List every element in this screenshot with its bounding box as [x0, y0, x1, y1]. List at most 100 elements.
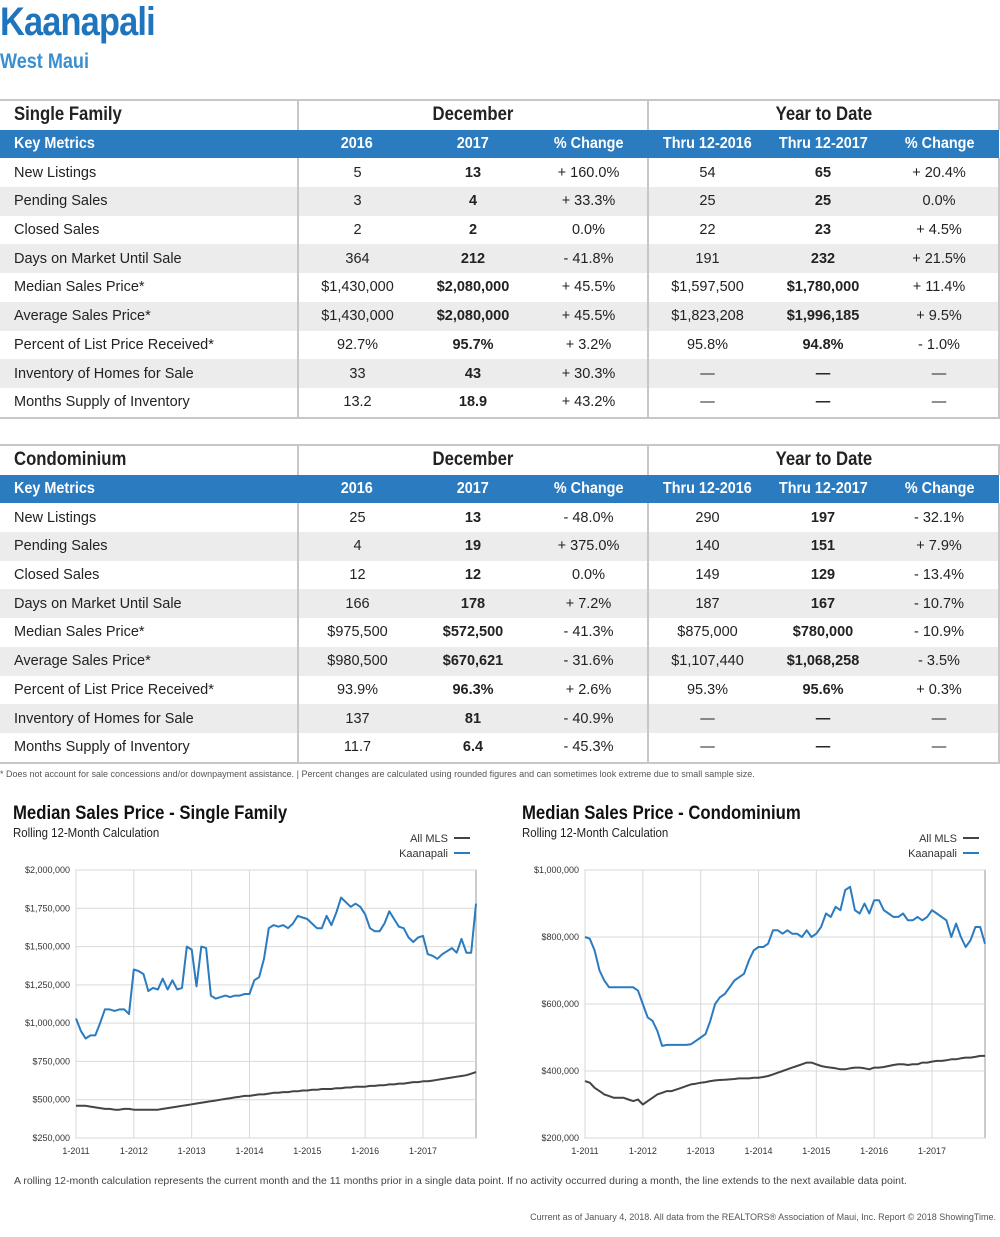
metric-value: — [647, 704, 766, 733]
rolling-calculation-note: A rolling 12-month calculation represent… [14, 1175, 907, 1187]
x-tick-label: 1-2017 [918, 1146, 946, 1156]
table-body: New Listings 25 13- 48.0% 290 197- 32.1% Pend… [0, 503, 1000, 764]
table-row: Percent of List Price Received* 92.7% 95.7… [0, 330, 1000, 360]
metric-value: 81 [416, 704, 530, 733]
table-row: New Listings 5 13 + 160.0% 54 65 + 20.4% [0, 158, 1000, 188]
table-row: Days on Market Until Sale 166 178 + 7.2% 187… [0, 589, 1000, 619]
table-row: Inventory of Homes for Sale 33 43 + 30.3% — —… [0, 359, 1000, 388]
metric-value: 5 [297, 158, 416, 188]
series-line-kaanapali [584, 885, 986, 1047]
metric-value: + 33.3% [530, 187, 648, 216]
metric-value: + 45.5% [530, 301, 648, 331]
metric-value: 54 [647, 158, 766, 188]
series-line-kaanapali [75, 896, 477, 1040]
metric-name: Months Supply of Inventory [0, 732, 298, 764]
metric-value: + 43.2% [530, 387, 648, 419]
metric-name: Inventory of Homes for Sale [0, 359, 298, 388]
column-header-row: Key Metrics 2016 2017 % Change Thru 12-2… [0, 129, 1000, 159]
metric-value: $1,780,000 [786, 279, 860, 296]
metric-name: Median Sales Price* [14, 624, 145, 641]
metric-value: 13 [464, 509, 482, 526]
y-tick-label: $1,500,000 [25, 942, 70, 952]
metric-value: + 160.0% [557, 164, 620, 181]
column-header: % Change [530, 129, 648, 159]
y-tick-label: $400,000 [541, 1066, 579, 1076]
metric-value: + 3.2% [565, 336, 612, 353]
x-tick-label: 1-2011 [571, 1146, 598, 1156]
x-tick-label: 1-2013 [178, 1146, 206, 1156]
legend-label: All MLS [410, 833, 448, 845]
table-row: Percent of List Price Received* 93.9% 96.3… [0, 675, 1000, 705]
x-tick-label: 1-2012 [629, 1146, 657, 1156]
metric-value: + 20.4% [880, 158, 1000, 188]
metric-value: — [880, 359, 1000, 388]
condominium-table: Condominium December Year to Date Key Me… [0, 444, 1000, 764]
table-row: Average Sales Price* $1,430,000 $2,080,000… [0, 301, 1000, 331]
metric-value: + 11.4% [880, 273, 1000, 302]
metric-value: + 375.0% [530, 532, 648, 561]
column-header: 2016 [298, 129, 416, 159]
plot-area [75, 869, 477, 1139]
column-header: Thru 12-2017 [766, 474, 880, 504]
metric-value: 13 [464, 164, 482, 181]
metric-value: - 1.0% [880, 330, 1000, 360]
metric-value: — [647, 732, 766, 764]
metric-value: 178 [416, 589, 530, 619]
metric-value: 25 [766, 187, 880, 216]
table-row: Closed Sales 12 12 0.0% 149 129 - 13.4% [0, 560, 1000, 590]
column-header: 2016 [298, 474, 416, 504]
column-header: % Change [880, 474, 1000, 504]
y-tick-label: $1,000,000 [534, 865, 579, 875]
group-header-ytd: Year to Date [646, 444, 1000, 475]
footnote: * Does not account for sale concessions … [0, 769, 755, 779]
metric-value: $1,068,258 [766, 646, 880, 676]
metric-value: $780,000 [792, 624, 854, 641]
metric-value: 4 [297, 532, 416, 561]
metric-value: $980,500 [297, 646, 416, 676]
metric-value: 23 [814, 222, 832, 239]
metric-value: 149 [647, 560, 766, 590]
metric-value: + 7.2% [530, 589, 648, 619]
metric-value: 19 [416, 532, 530, 561]
group-header-december: December [297, 444, 648, 475]
metric-name: Percent of List Price Received* [14, 681, 214, 698]
metric-value: — [880, 704, 1000, 733]
table-row: Days on Market Until Sale 364 212- 41.8% 19… [0, 244, 1000, 274]
metric-value: $1,996,185 [766, 301, 880, 331]
y-tick-label: $750,000 [32, 1056, 70, 1066]
metric-value: 4 [416, 187, 530, 216]
column-header: Thru 12-2016 [648, 129, 766, 159]
metric-value: 65 [814, 164, 832, 181]
metric-name: Days on Market Until Sale [0, 589, 298, 619]
y-tick-label: $200,000 [541, 1133, 579, 1143]
metric-value: 290 [647, 503, 766, 533]
y-tick-label: $600,000 [541, 999, 579, 1009]
chart-svg: $1,000,000 $800,000 $600,000 $400,000 $200,0… [534, 833, 986, 1156]
group-header-december: December [297, 99, 648, 130]
page-subtitle: West Maui [0, 50, 89, 73]
metric-value: $975,500 [297, 618, 416, 647]
metric-value: 232 [766, 244, 880, 274]
metric-value: 151 [766, 532, 880, 561]
legend-label: Kaanapali [908, 848, 957, 860]
metric-value: - 45.3% [530, 732, 648, 764]
metric-value: 0.0% [571, 222, 606, 239]
x-tick-label: 1-2017 [409, 1146, 437, 1156]
metric-name: Days on Market Until Sale [0, 244, 298, 274]
x-tick-label: 1-2016 [860, 1146, 888, 1156]
single-family-chart: Median Sales Price - Single Family Rolli… [13, 803, 477, 1156]
column-header: % Change [880, 129, 1000, 159]
metric-value: - 41.3% [563, 624, 614, 641]
metric-name: Pending Sales [0, 532, 298, 561]
metric-value: $875,000 [647, 618, 766, 647]
metric-value: $2,080,000 [416, 301, 530, 331]
metric-value: $572,500 [442, 624, 504, 641]
metric-value: 11.7 [297, 732, 416, 764]
metric-value: 93.9% [297, 675, 416, 705]
metric-value: 25 [297, 503, 416, 533]
column-header: Thru 12-2016 [648, 474, 766, 504]
y-tick-label: $1,250,000 [25, 980, 70, 990]
x-tick-label: 1-2014 [744, 1146, 772, 1156]
chart-svg: $2,000,000 $1,750,000 $1,500,000 $1,250,000… [25, 833, 477, 1156]
series-line-all-mls [584, 1054, 985, 1106]
